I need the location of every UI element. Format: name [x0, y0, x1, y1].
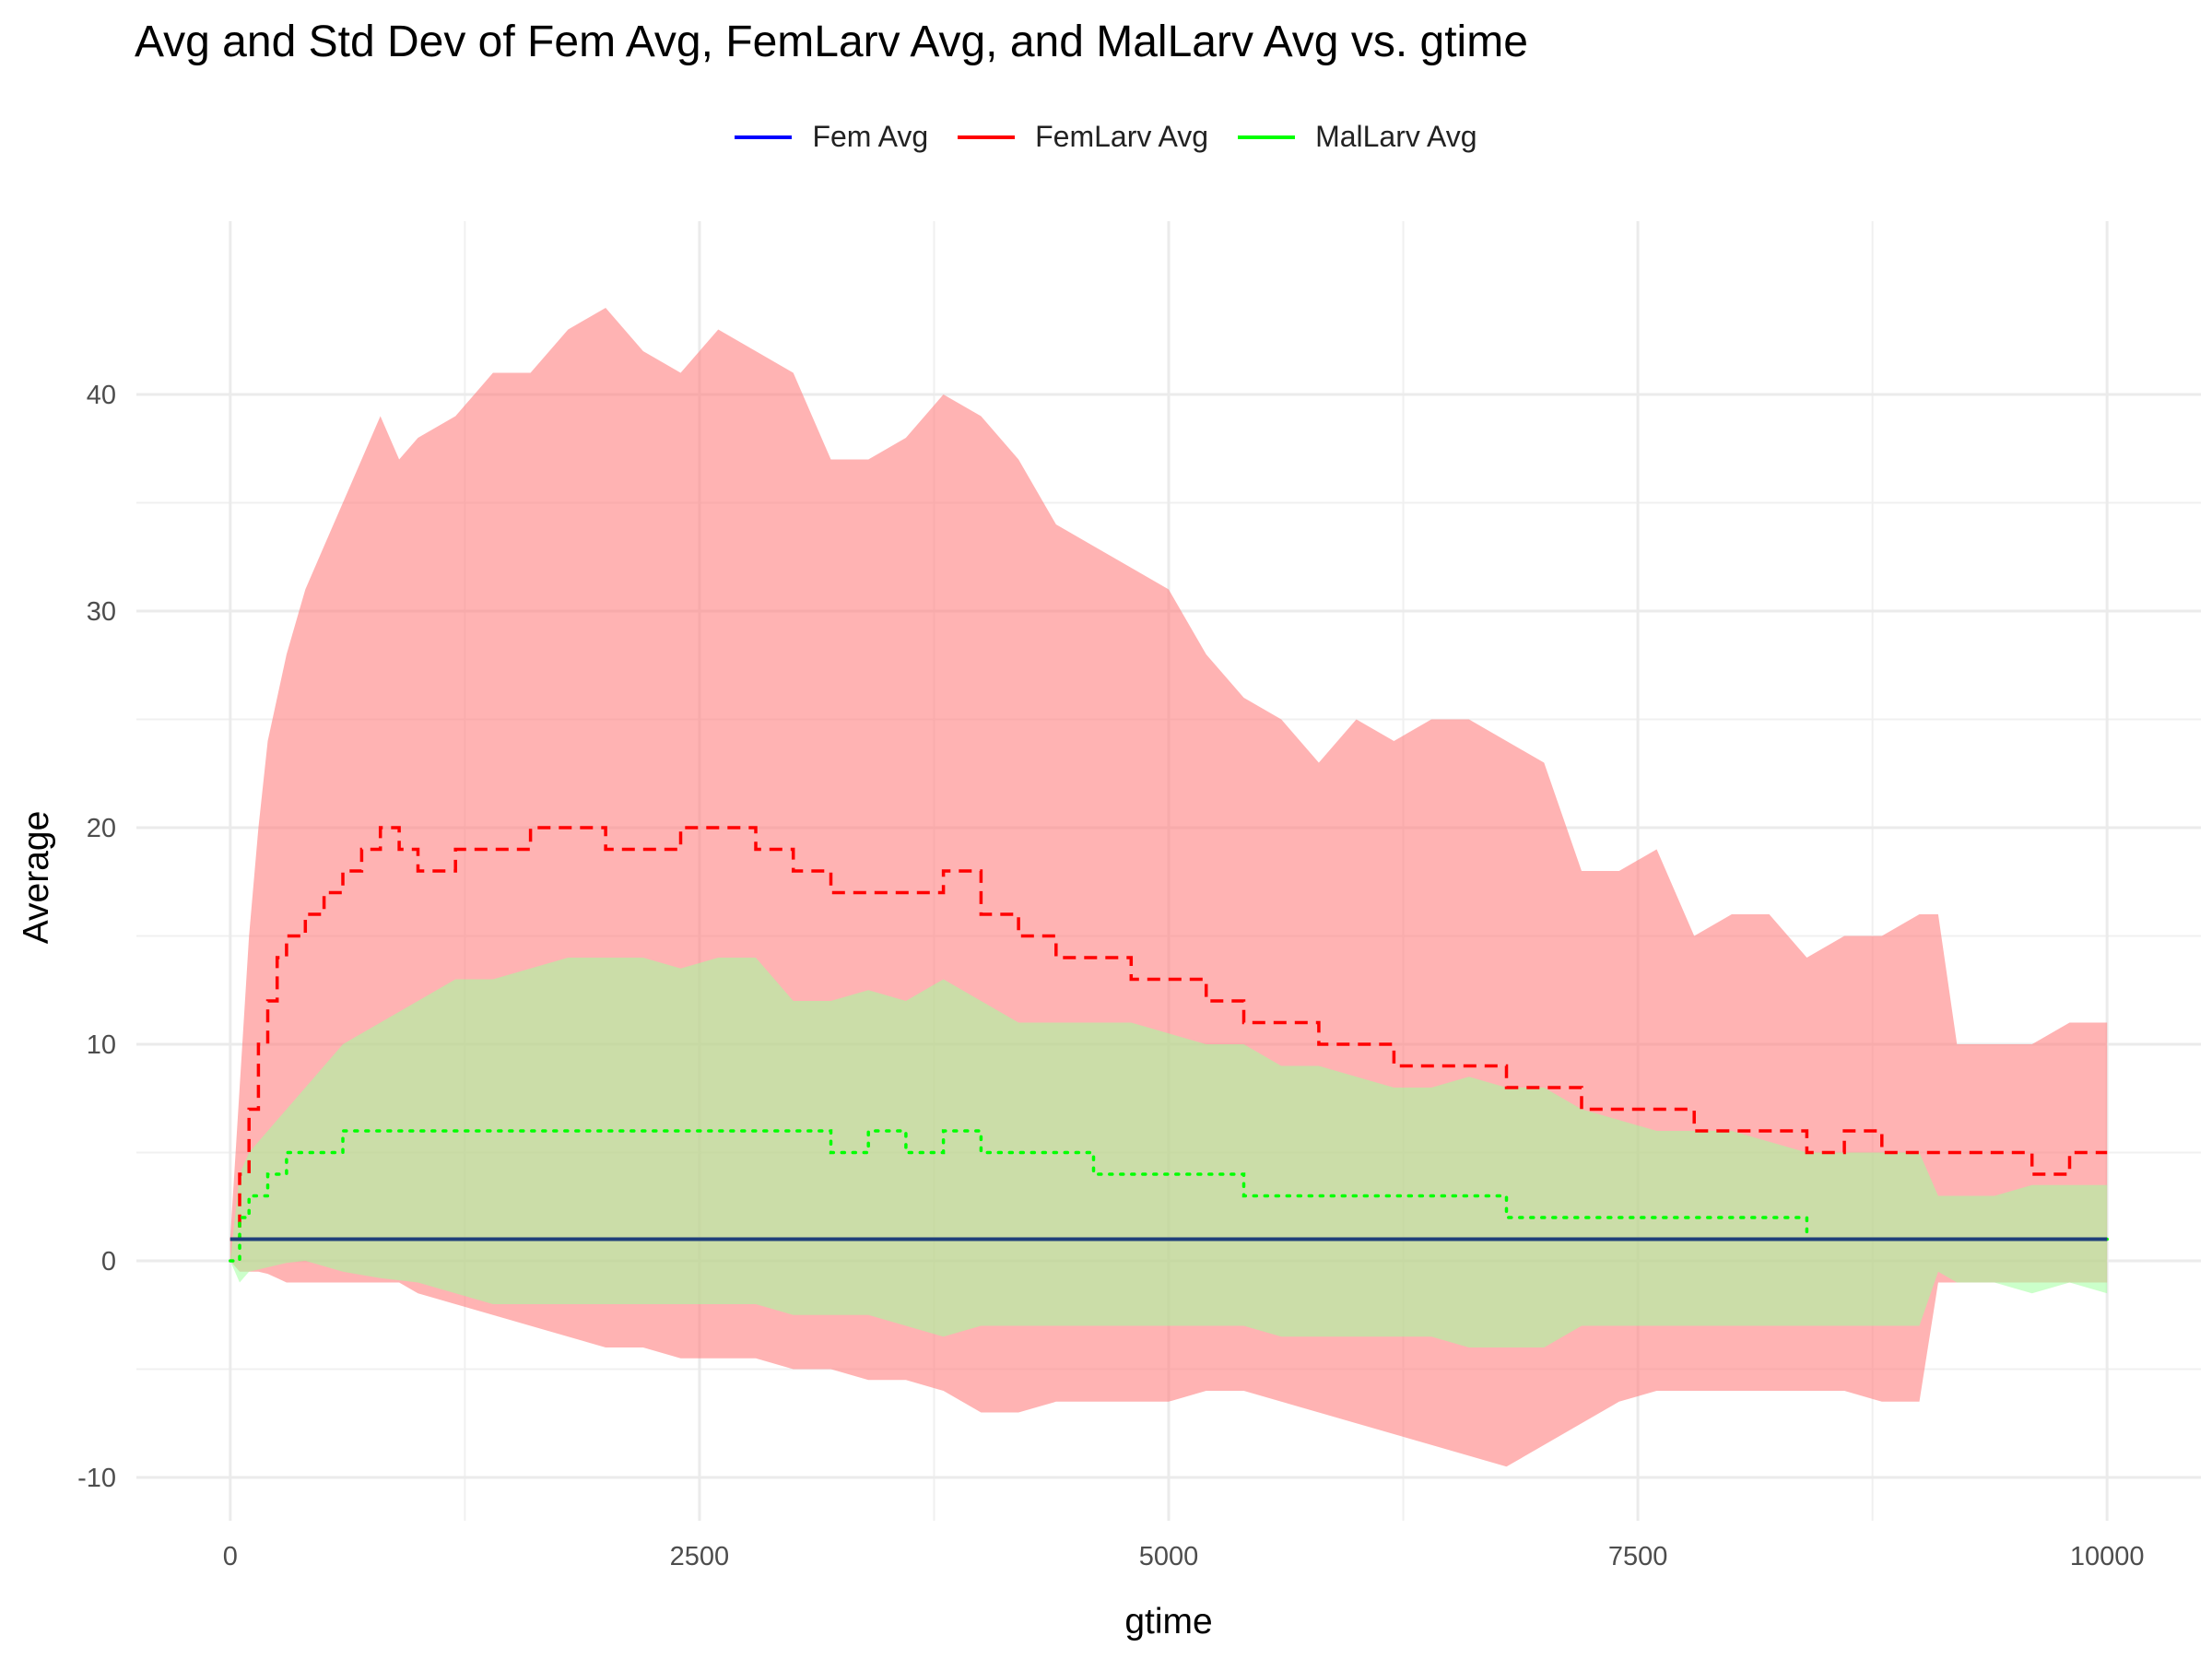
legend-label-fem-avg: Fem Avg	[812, 120, 929, 153]
legend-item-mallarv-avg: MalLarv Avg	[1238, 120, 1477, 154]
y-axis-title: Average	[17, 811, 56, 945]
legend-item-femlarv-avg: FemLarv Avg	[958, 120, 1208, 154]
x-tick-labels: 0 2500 5000 7500 10000	[223, 1542, 2145, 1571]
y-tick-label: 40	[87, 381, 116, 410]
y-tick-label: 0	[101, 1247, 116, 1277]
line-femlarv-avg	[229, 826, 2108, 1241]
x-axis-title: gtime	[1124, 1602, 1212, 1641]
average-lines	[229, 826, 2109, 1263]
band-mallarv-avg	[229, 958, 2108, 1347]
chart-title: Avg and Std Dev of Fem Avg, FemLarv Avg,…	[135, 18, 1528, 66]
x-tick-label: 10000	[2070, 1542, 2145, 1571]
legend-label-mallarv-avg: MalLarv Avg	[1315, 120, 1477, 153]
y-tick-label: 20	[87, 814, 116, 843]
legend-label-femlarv-avg: FemLarv Avg	[1035, 120, 1209, 153]
y-tick-label: 30	[87, 597, 116, 627]
x-tick-label: 2500	[670, 1542, 730, 1571]
y-tick-label: 10	[87, 1030, 116, 1060]
legend-key-mallarv-avg	[1238, 135, 1296, 139]
x-tick-label: 0	[223, 1542, 238, 1571]
y-tick-labels: -10 0 10 20 30 40	[77, 381, 116, 1493]
x-tick-label: 5000	[1139, 1542, 1199, 1571]
legend-key-femlarv-avg	[958, 135, 1016, 139]
legend-key-fem-avg	[735, 135, 793, 139]
y-tick-label: -10	[77, 1464, 116, 1493]
legend-item-fem-avg: Fem Avg	[735, 120, 928, 154]
x-tick-label: 7500	[1608, 1542, 1668, 1571]
line-mallarv-avg	[229, 1129, 2109, 1263]
legend: Fem Avg FemLarv Avg MalLarv Avg	[0, 120, 2212, 154]
std-dev-bands	[229, 308, 2108, 1467]
